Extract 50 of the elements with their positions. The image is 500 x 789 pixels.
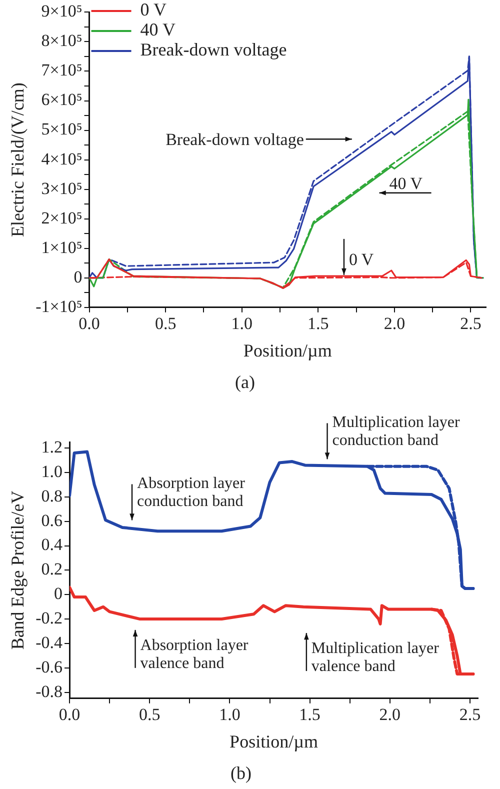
x-tick-label: 1.5 — [299, 705, 320, 724]
x-tick-label: 2.5 — [459, 705, 481, 724]
y-tick-label: 5×10⁵ — [41, 120, 82, 139]
x-tick-label: 2.5 — [460, 314, 482, 334]
x-tick-label: 0.0 — [78, 314, 100, 334]
y-tick-label: 0.6 — [41, 510, 63, 530]
annotation: Multiplication layer valence band — [311, 640, 440, 676]
x-tick-label: 0.5 — [154, 314, 176, 334]
y-tick-label: 1.0 — [41, 462, 63, 481]
legend-label: Break-down voltage — [140, 40, 287, 60]
y-tick-label: -0.4 — [36, 632, 63, 652]
y-axis-title: Electric Field/(V/cm) — [8, 82, 28, 238]
text: (b) — [230, 762, 252, 783]
x-tick-label: 2.0 — [384, 314, 406, 334]
x-tick-label: 0.0 — [58, 705, 80, 724]
x-axis-title: Position/µm — [243, 340, 332, 360]
y-tick-label: 0 — [74, 267, 82, 286]
y-tick-label: 8×10⁵ — [41, 31, 82, 50]
y-tick-label: 0 — [54, 584, 63, 604]
y-tick-label: 0.2 — [41, 560, 63, 579]
y-tick-label: 0.4 — [41, 535, 64, 554]
y-tick-label: 4×10⁵ — [41, 149, 82, 168]
x-tick-label: 1.0 — [219, 705, 240, 724]
legend-label: 0 V — [140, 0, 166, 20]
y-tick-label: 1×10⁵ — [41, 238, 82, 257]
text: (a) — [235, 372, 255, 392]
y-tick-label: 9×10⁵ — [41, 2, 82, 21]
x-tick-label: 1.0 — [231, 314, 252, 334]
legend-label: 40 V — [140, 20, 176, 40]
y-axis-title: Band Edge Profile/eV — [8, 490, 28, 650]
y-tick-label: 1.2 — [41, 438, 63, 457]
y-tick-label: -0.6 — [36, 657, 63, 676]
y-tick-label: 3×10⁵ — [41, 178, 82, 198]
annotation: Absorption layer valence band — [140, 636, 249, 672]
x-tick-label: 1.5 — [308, 314, 329, 334]
annotation: 0 V — [348, 250, 374, 269]
y-tick-label: 7×10⁵ — [41, 60, 82, 80]
y-tick-label: -0.8 — [36, 682, 63, 701]
y-tick-label: 0.8 — [41, 486, 63, 506]
x-axis-title: Position/µm — [230, 731, 318, 752]
annotation: Multiplication layer conduction band — [332, 414, 460, 450]
annotation: 40 V — [389, 174, 424, 193]
y-tick-label: -0.2 — [36, 608, 63, 628]
annotation: Absorption layer conduction band — [137, 475, 246, 510]
y-tick-label: -1×10⁵ — [36, 296, 82, 316]
y-tick-label: 6×10⁵ — [41, 90, 82, 110]
x-tick-label: 2.0 — [379, 705, 401, 724]
annotation: Break-down voltage — [166, 130, 304, 150]
y-tick-label: 2×10⁵ — [41, 208, 82, 228]
x-tick-label: 0.5 — [138, 705, 160, 724]
